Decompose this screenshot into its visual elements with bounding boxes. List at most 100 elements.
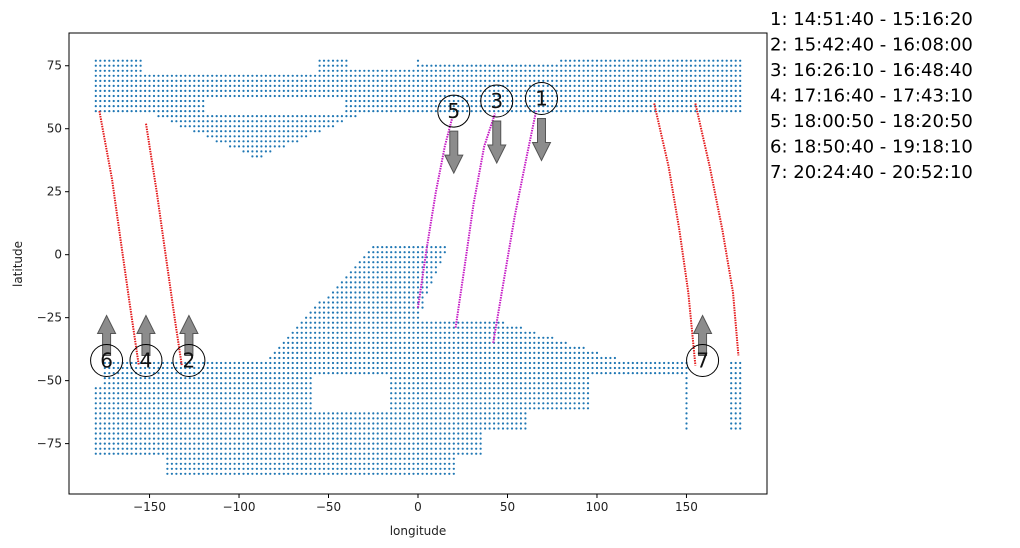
land-point (721, 69, 724, 72)
land-point (340, 64, 343, 67)
land-point (537, 351, 540, 354)
land-point (282, 84, 285, 87)
land-point (461, 356, 464, 360)
land-point (734, 377, 737, 380)
land-point (497, 412, 500, 415)
land-point (376, 281, 379, 284)
land-point (296, 382, 299, 385)
land-point (403, 271, 406, 274)
land-point (152, 452, 156, 455)
land-point (358, 94, 361, 98)
land-point (457, 321, 460, 324)
land-point (689, 59, 693, 62)
land-point (470, 387, 473, 390)
land-point (121, 452, 124, 455)
land-point (381, 105, 384, 108)
land-point (501, 417, 505, 420)
land-point (273, 74, 276, 77)
land-point (211, 402, 214, 405)
land-point (475, 452, 478, 455)
land-point (586, 402, 590, 405)
land-point (126, 84, 129, 87)
land-point (269, 79, 272, 82)
land-point (273, 140, 276, 143)
land-point (434, 472, 437, 475)
land-point (340, 442, 343, 445)
land-point (416, 377, 420, 380)
land-point (287, 407, 290, 410)
land-point (179, 397, 182, 400)
land-point (739, 366, 742, 370)
land-point (399, 432, 402, 435)
land-point (255, 372, 258, 375)
land-point (367, 261, 370, 264)
land-point (161, 115, 165, 118)
land-point (470, 74, 473, 77)
land-point (734, 366, 737, 370)
land-point (282, 402, 285, 405)
land-point (443, 437, 446, 440)
land-point (117, 366, 120, 370)
land-point (296, 392, 299, 395)
land-point (121, 94, 124, 98)
land-point (582, 89, 585, 92)
land-point (94, 427, 97, 430)
land-point (251, 89, 254, 92)
land-point (358, 361, 361, 365)
land-point (224, 79, 227, 82)
land-point (408, 336, 411, 339)
marker-arrow (179, 314, 199, 356)
land-point (135, 447, 138, 450)
land-point (582, 84, 585, 87)
land-point (510, 84, 514, 87)
land-point (403, 407, 406, 410)
land-point (273, 372, 276, 375)
land-point (528, 392, 532, 395)
land-point (461, 427, 464, 430)
land-point (519, 336, 523, 339)
land-point (484, 392, 487, 395)
land-point (246, 361, 250, 365)
land-point (211, 382, 214, 385)
land-point (501, 89, 505, 92)
land-point (443, 402, 446, 405)
land-point (542, 377, 545, 380)
land-point (242, 89, 245, 92)
land-point (264, 447, 267, 450)
land-point (130, 412, 133, 415)
land-point (376, 74, 379, 77)
land-point (103, 89, 106, 92)
land-point (367, 301, 370, 304)
land-point (211, 361, 214, 365)
land-point (578, 105, 581, 108)
land-point (206, 407, 209, 410)
land-point (130, 377, 133, 380)
land-point (206, 74, 209, 77)
land-point (318, 130, 321, 133)
land-point (278, 437, 281, 440)
land-point (408, 437, 411, 440)
land-point (152, 79, 156, 82)
land-point (322, 316, 326, 319)
land-point (264, 462, 267, 465)
land-point (220, 135, 223, 138)
land-point (439, 442, 442, 445)
land-point (193, 84, 196, 87)
land-point (291, 366, 294, 370)
land-point (117, 392, 120, 395)
land-point (716, 105, 719, 108)
land-point (273, 397, 276, 400)
land-point (439, 94, 442, 98)
land-point (430, 412, 433, 415)
land-point (519, 326, 523, 329)
land-point (170, 427, 173, 430)
land-point (215, 89, 218, 92)
land-point (229, 457, 232, 460)
land-point (278, 422, 281, 425)
land-point (698, 64, 702, 67)
land-point (573, 392, 576, 395)
land-point (493, 94, 496, 98)
land-point (479, 356, 482, 360)
land-point (680, 74, 684, 77)
land-point (135, 432, 138, 435)
